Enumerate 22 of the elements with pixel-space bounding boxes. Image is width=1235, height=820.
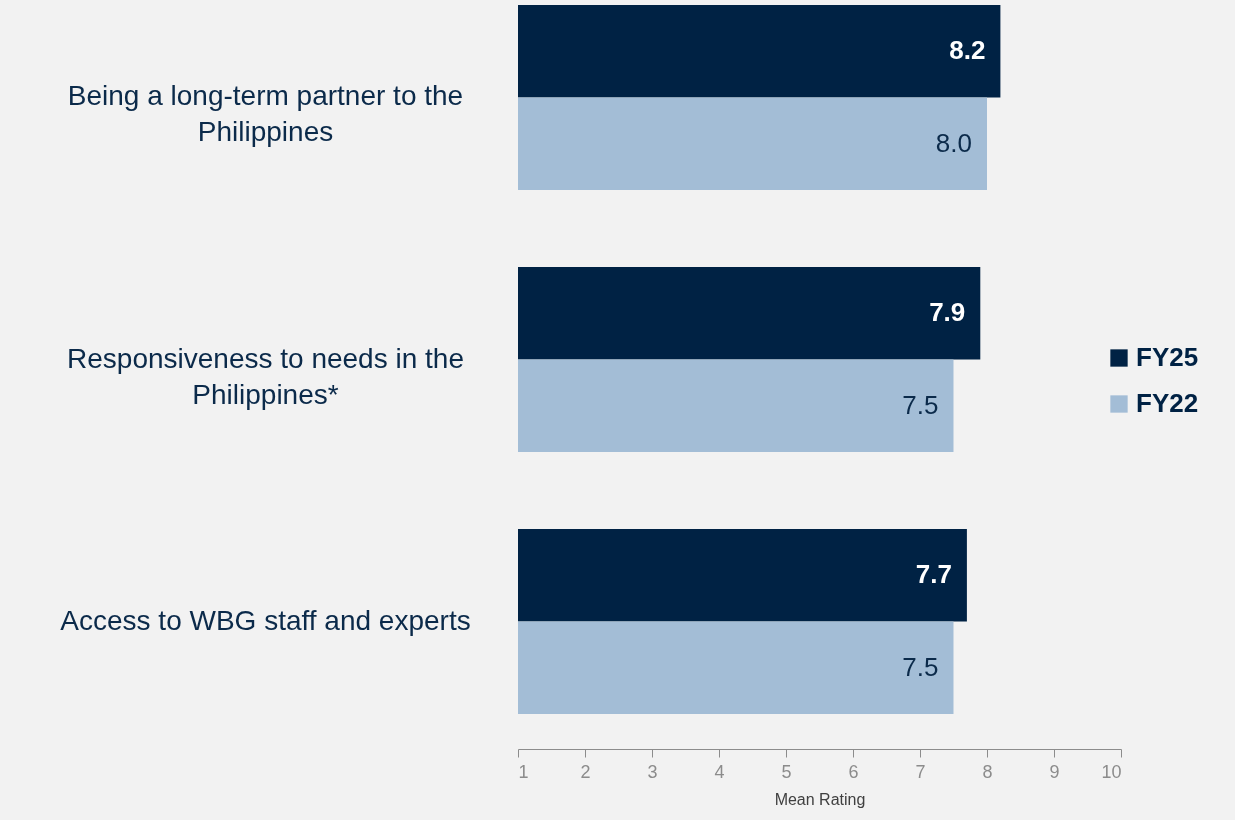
x-tick-label: 5 [781, 761, 792, 782]
x-tick-label: 10 [1101, 761, 1122, 782]
legend-label: FY25 [1136, 342, 1199, 372]
x-tick-label: 9 [1049, 761, 1060, 782]
data-label: 7.7 [915, 559, 952, 590]
data-label: 8.2 [949, 35, 986, 66]
x-axis-title: Mean Rating [774, 790, 866, 808]
data-label: 7.5 [902, 389, 939, 420]
x-tick-label: 8 [982, 761, 993, 782]
y-tick-label: Access to WBG staff and experts [60, 604, 471, 636]
x-tick-label: 4 [714, 761, 725, 782]
data-label: 7.5 [902, 651, 939, 682]
x-tick-label: 6 [848, 761, 859, 782]
x-tick-label: 2 [580, 761, 591, 782]
data-label: 7.9 [929, 297, 966, 328]
y-tick-label: Being a long-term partner to the Philippines [67, 80, 464, 148]
x-tick-label: 1 [518, 761, 529, 782]
y-tick-label: Responsiveness to needs in the Philippines* [67, 342, 464, 410]
legend-label: FY22 [1136, 388, 1199, 418]
x-tick-label: 7 [915, 761, 926, 782]
data-label: 8.0 [935, 127, 972, 158]
x-tick-label: 3 [647, 761, 658, 782]
